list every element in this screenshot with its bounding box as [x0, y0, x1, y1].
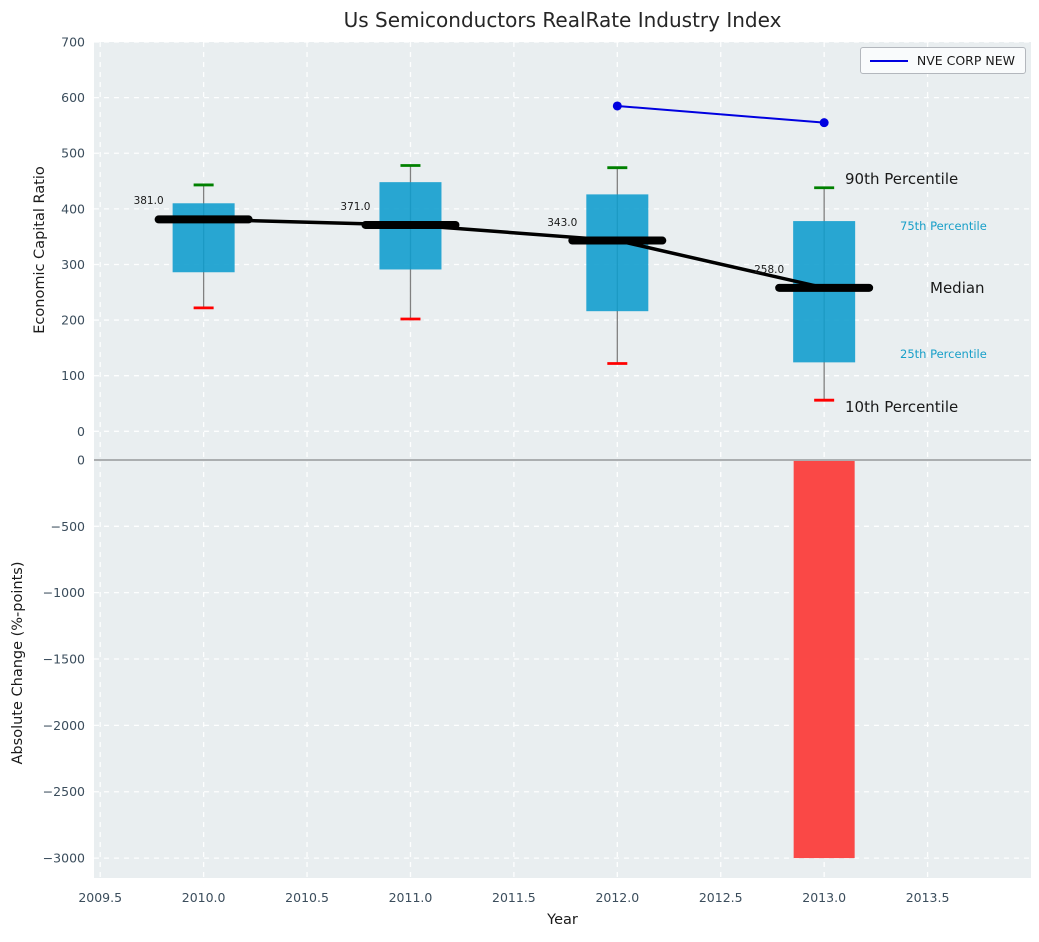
plot-background-bottom — [94, 448, 1031, 878]
y-tick-label-bottom: −1500 — [43, 652, 85, 667]
median-value-label: 343.0 — [547, 216, 578, 229]
annotation-median: Median — [930, 278, 985, 297]
x-tick-label: 2010.5 — [285, 890, 329, 905]
y-tick-label-bottom: 0 — [77, 452, 85, 467]
annotation-25th-percentile: 25th Percentile — [900, 347, 987, 362]
median-line — [203, 217, 825, 290]
x-tick-label: 2011.5 — [492, 890, 536, 905]
median-value-label: 258.0 — [754, 263, 785, 276]
y-tick-label-top: 300 — [61, 257, 85, 272]
legend-line-sample-icon — [869, 59, 908, 62]
series-point — [612, 101, 622, 111]
annotation-75th-percentile: 75th Percentile — [900, 219, 987, 234]
y-tick-label-top: 0 — [77, 424, 85, 439]
percentile-box — [586, 194, 649, 312]
y-tick-label-top: 700 — [61, 35, 85, 50]
y-tick-label-bottom: −2000 — [43, 718, 85, 733]
y-tick-label-bottom: −2500 — [43, 784, 85, 799]
series-line — [617, 104, 825, 124]
annotation-10th-percentile: 10th Percentile — [845, 398, 959, 417]
y-tick-label-top: 100 — [61, 368, 85, 383]
x-tick-label: 2009.5 — [78, 890, 122, 905]
x-tick-label: 2013.0 — [802, 890, 846, 905]
y-tick-label-bottom: −1000 — [43, 585, 85, 600]
y-axis-label-top: Economic Capital Ratio — [32, 166, 48, 334]
y-tick-label-top: 400 — [61, 201, 85, 216]
x-axis-label: Year — [547, 912, 578, 928]
y-tick-label-top: 200 — [61, 313, 85, 328]
x-tick-label: 2012.0 — [595, 890, 639, 905]
change-bar — [793, 460, 855, 859]
y-tick-label-top: 600 — [61, 90, 85, 105]
y-tick-label-bottom: −3000 — [43, 851, 85, 866]
chart-title: Us Semiconductors RealRate Industry Inde… — [343, 8, 782, 32]
y-tick-label-bottom: −500 — [51, 519, 85, 534]
x-tick-label: 2011.0 — [389, 890, 433, 905]
annotation-90th-percentile: 90th Percentile — [845, 169, 959, 188]
legend-label: NVE CORP NEW — [916, 53, 1015, 68]
x-tick-label: 2010.0 — [182, 890, 226, 905]
median-value-label: 371.0 — [340, 200, 371, 213]
x-tick-label: 2012.5 — [699, 890, 743, 905]
median-value-label: 381.0 — [133, 195, 164, 208]
percentile-box — [172, 203, 235, 273]
series-point — [819, 118, 829, 128]
legend: NVE CORP NEW — [859, 47, 1026, 74]
y-tick-label-top: 500 — [61, 146, 85, 161]
y-axis-label-bottom: Absolute Change (%-points) — [10, 561, 26, 765]
plot-background-top — [94, 42, 1031, 448]
x-tick-label: 2013.5 — [906, 890, 950, 905]
